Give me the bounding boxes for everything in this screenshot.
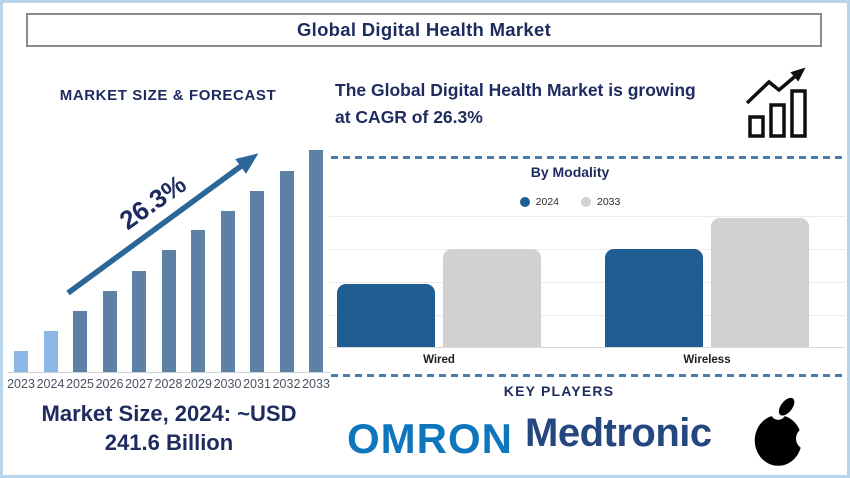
forecast-year-labels: 2023 2024 2025 2026 2027 2028 2029 2030 2031 2032… <box>7 377 330 391</box>
market-size-line2: 241.6 Billion <box>104 430 234 456</box>
cagr-statement-line1: The Global Digital Health Market is grow… <box>335 80 696 100</box>
forecast-bar-2032 <box>279 171 294 372</box>
forecast-bar-2033 <box>309 150 323 372</box>
forecast-bar-2027 <box>132 271 146 372</box>
modality-chart-title: By Modality <box>530 164 610 180</box>
apple-logo-icon <box>754 397 811 466</box>
forecast-year-label: 2025 <box>66 377 94 391</box>
page-title: Global Digital Health Market <box>296 19 552 40</box>
legend-label-2033: 2033 <box>597 196 621 208</box>
legend-item-2033: 2033 <box>581 196 620 208</box>
forecast-year-label: 2028 <box>154 377 183 391</box>
forecast-year-label: 2026 <box>95 377 124 391</box>
market-forecast-bar-chart <box>8 148 330 373</box>
modality-bar-wireless-2033 <box>711 217 809 347</box>
forecast-bar-2024 <box>43 330 58 372</box>
modality-x-axis <box>329 346 845 348</box>
forecast-x-axis <box>8 371 330 373</box>
forecast-year-label: 2027 <box>125 377 153 391</box>
forecast-year-label: 2031 <box>243 377 271 391</box>
modality-legend: 2024 2033 <box>331 196 809 208</box>
forecast-bar-2023 <box>14 350 28 372</box>
cagr-statement-line2: at CAGR of 26.3% <box>335 107 483 128</box>
forecast-heading: MARKET SIZE & FORECAST <box>59 87 277 104</box>
forecast-year-label: 2023 <box>7 377 35 391</box>
cagr-statement: The Global Digital Health Market is grow… <box>335 77 747 131</box>
page-title-box: Global Digital Health Market <box>26 13 822 47</box>
forecast-bar-2031 <box>250 191 264 372</box>
modality-bar-wired-2024 <box>337 283 435 347</box>
forecast-year-label: 2033 <box>302 377 330 391</box>
forecast-bar-2028 <box>161 249 176 372</box>
legend-label-2024: 2024 <box>535 196 559 208</box>
legend-dot-2033 <box>581 197 591 207</box>
modality-grouped-bar-chart <box>329 216 845 348</box>
gridline <box>329 249 845 250</box>
modality-label-wireless: Wireless <box>683 354 731 366</box>
market-size-callout: Market Size, 2024: ~USD 241.6 Billion <box>13 399 325 457</box>
legend-dot-2024 <box>519 197 530 207</box>
modality-label-wired: Wired <box>423 354 455 366</box>
growth-bars-arrow-icon <box>745 67 807 138</box>
gridline <box>329 315 845 316</box>
modality-bar-wired-2033 <box>443 249 541 347</box>
forecast-year-label: 2024 <box>36 377 65 391</box>
legend-item-2024: 2024 <box>519 196 559 208</box>
forecast-bar-2025 <box>73 310 87 372</box>
forecast-year-label: 2032 <box>272 377 301 391</box>
forecast-bar-2029 <box>191 229 205 372</box>
forecast-bar-2026 <box>102 290 117 372</box>
forecast-year-label: 2029 <box>184 377 212 391</box>
medtronic-logo: Medtronic <box>525 411 712 455</box>
gridline <box>329 282 845 283</box>
modality-bar-wireless-2024 <box>605 249 703 347</box>
forecast-year-label: 2030 <box>213 377 242 391</box>
omron-logo: OMRON <box>347 415 513 462</box>
key-players-heading: KEY PLAYERS <box>503 383 615 399</box>
modality-category-labels: Wired Wireless <box>329 354 845 368</box>
market-size-line1: Market Size, 2024: ~USD <box>41 401 297 426</box>
dashed-divider-bottom <box>331 374 845 377</box>
forecast-bar-2030 <box>220 211 235 372</box>
dashed-divider-top <box>331 156 845 159</box>
gridline <box>329 216 845 217</box>
